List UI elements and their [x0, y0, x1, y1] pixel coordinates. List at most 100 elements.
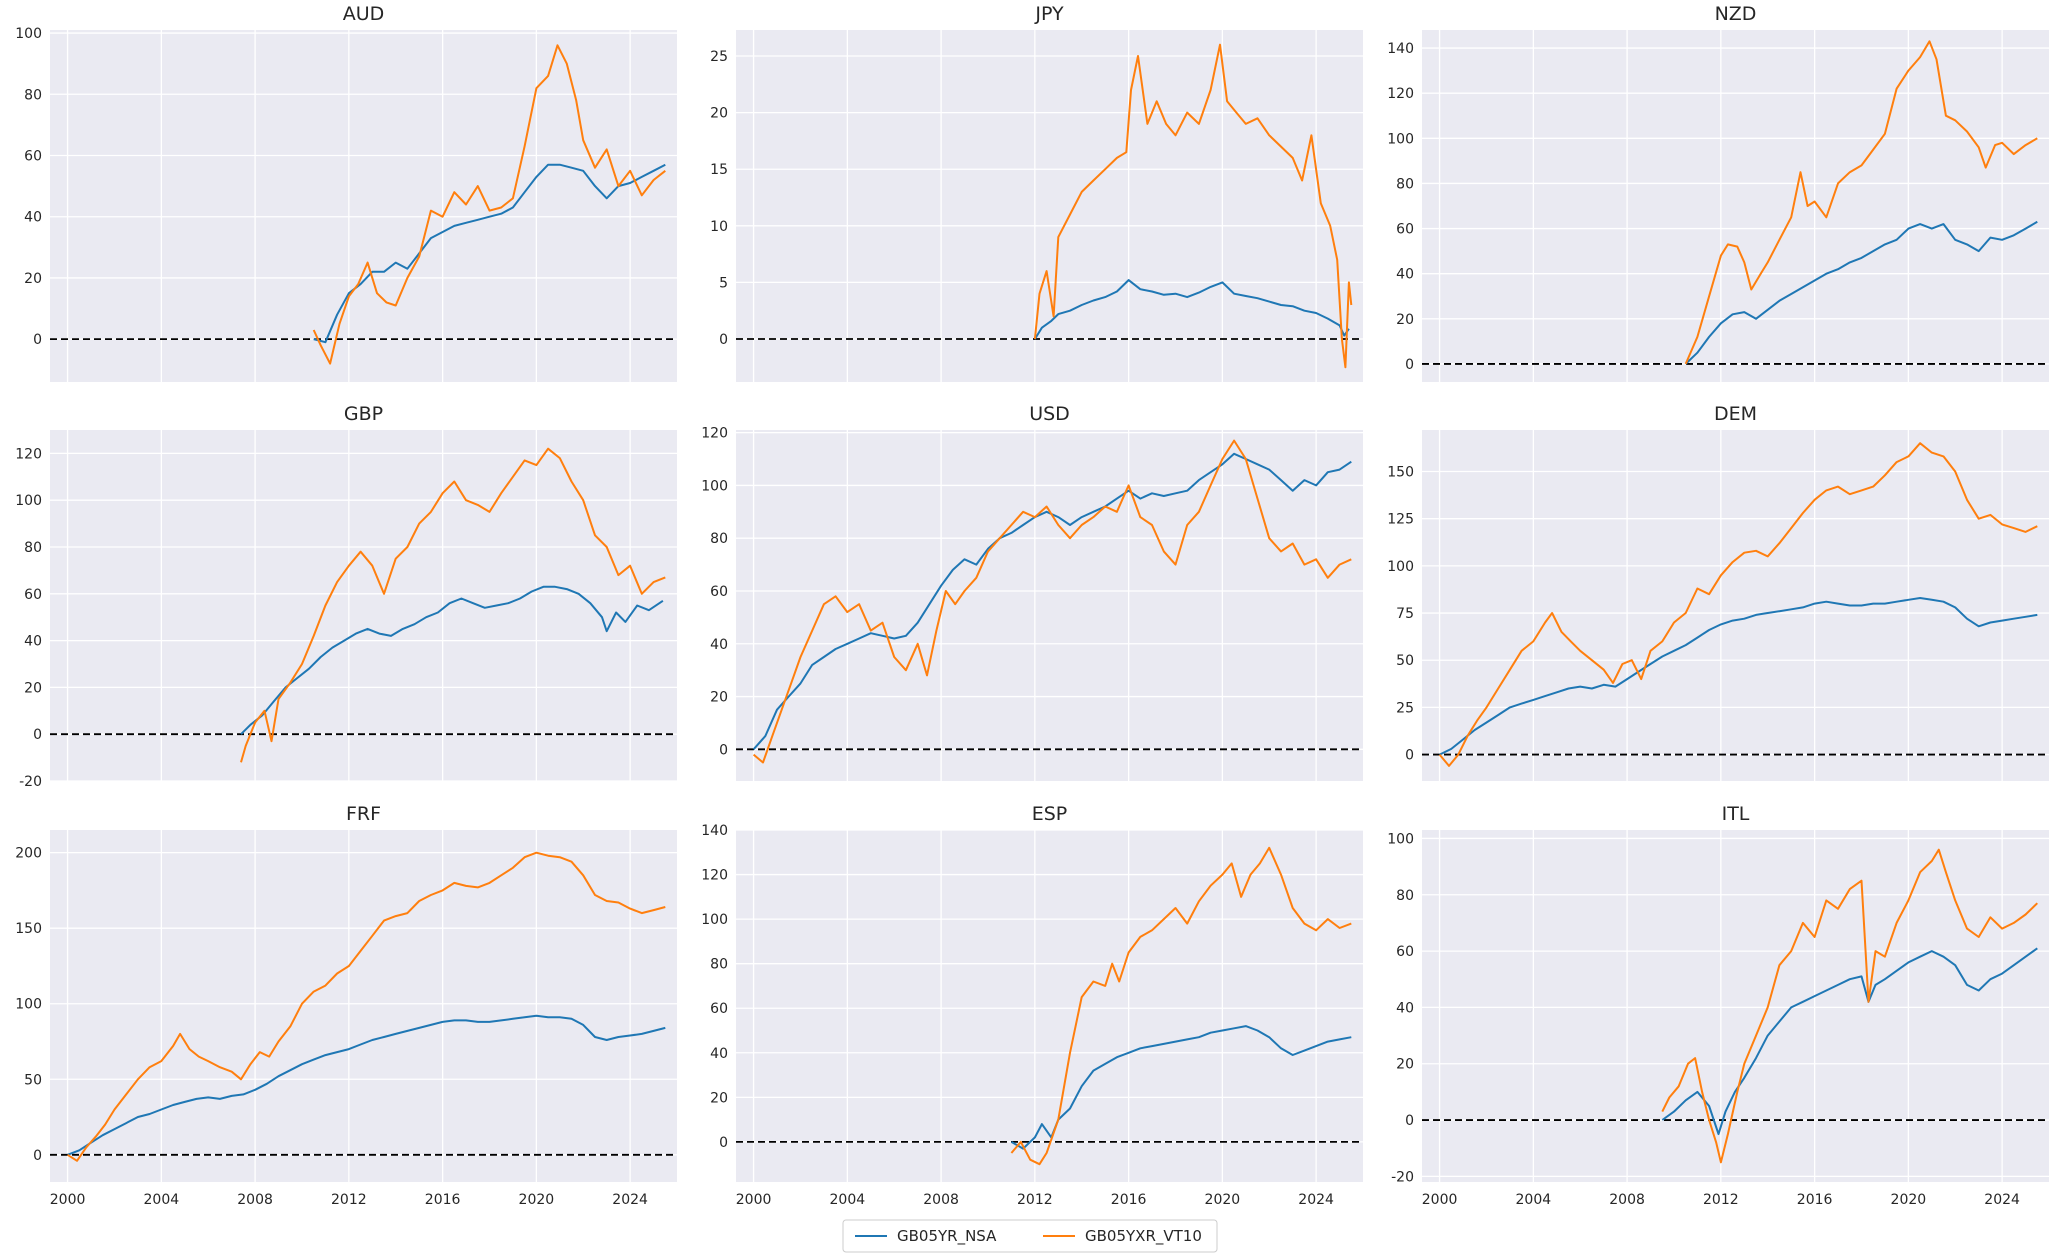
y-tick-label: 150 — [15, 921, 42, 937]
y-tick-label: 60 — [24, 587, 42, 603]
y-tick-label: 0 — [719, 1135, 728, 1151]
y-tick-label: 0 — [1405, 748, 1414, 764]
plot-area — [1422, 430, 2049, 781]
y-tick-label: 60 — [710, 584, 728, 600]
panel-nzd: 0 20 40 60 80 100 120 140 NZD — [1387, 3, 2049, 382]
y-tick-label: 40 — [1396, 267, 1414, 283]
panel-gbp: -20 0 20 40 60 80 100 120 GBP — [15, 403, 677, 790]
series-line-gb05yr-nsa — [1034, 279, 1350, 340]
y-tick-label: 80 — [710, 531, 728, 547]
y-tick-label: 60 — [710, 1001, 728, 1017]
y-tick-label: 25 — [1396, 700, 1414, 716]
y-tick-label: 60 — [1396, 944, 1414, 960]
y-tick-label: 60 — [1396, 222, 1414, 238]
panel-frf: 0 50 100 150 200 2000 2004 2008 2012 2016 2020 2024… — [15, 803, 677, 1208]
x-tick-label: 2020 — [519, 1192, 555, 1208]
y-tick-label: 80 — [24, 540, 42, 556]
series-line-gb05yr-nsa — [240, 585, 664, 735]
x-tick-label: 2008 — [237, 1192, 273, 1208]
series-group — [240, 447, 666, 763]
y-tick-label: 20 — [710, 1090, 728, 1106]
series-line-gb05yxr-vt10 — [1010, 846, 1352, 1166]
y-tick-label: 125 — [1387, 512, 1414, 528]
y-tick-label: 40 — [710, 1046, 728, 1062]
x-tick-label: 2024 — [612, 1192, 648, 1208]
series-line-gb05yr-nsa — [1685, 220, 2038, 365]
x-tick-label: 2024 — [1298, 1192, 1334, 1208]
series-group — [1684, 40, 2038, 365]
y-tick-label: 0 — [719, 742, 728, 758]
x-tick-label: 2016 — [1797, 1192, 1833, 1208]
x-tick-label: 2004 — [144, 1192, 180, 1208]
y-tick-label: 100 — [1387, 131, 1414, 147]
y-tick-label: 100 — [701, 912, 728, 928]
plot-area — [736, 30, 1363, 382]
series-line-gb05yr-nsa — [313, 163, 666, 344]
y-tick-label: -20 — [1391, 1169, 1414, 1185]
y-tick-label: 20 — [1396, 312, 1414, 328]
y-tick-label: 60 — [24, 148, 42, 164]
y-tick-label: 20 — [24, 680, 42, 696]
legend-box — [842, 1219, 1218, 1253]
panel-title: ESP — [1032, 803, 1068, 825]
series-group — [1438, 442, 2038, 767]
y-tick-label: 20 — [1396, 1057, 1414, 1073]
x-tick-label: 2000 — [736, 1192, 772, 1208]
x-tick-label: 2024 — [1984, 1192, 2020, 1208]
x-tick-label: 2004 — [1516, 1192, 1552, 1208]
y-tick-label: 20 — [710, 106, 728, 122]
y-tick-label: 100 — [15, 997, 42, 1013]
y-tick-label: 0 — [33, 1148, 42, 1164]
y-tick-label: 10 — [710, 219, 728, 235]
series-line-gb05yxr-vt10 — [312, 44, 666, 365]
x-tick-label: 2020 — [1205, 1192, 1241, 1208]
panel-title: NZD — [1715, 3, 1757, 25]
y-tick-label: 100 — [1387, 831, 1414, 847]
y-tick-label: 100 — [701, 478, 728, 494]
series-group — [1033, 43, 1353, 369]
panel-title: FRF — [346, 803, 381, 825]
x-tick-label: 2012 — [331, 1192, 367, 1208]
y-tick-label: 20 — [710, 690, 728, 706]
y-tick-label: 120 — [701, 426, 728, 442]
y-tick-label: 0 — [33, 727, 42, 743]
series-line-gb05yxr-vt10 — [752, 439, 1352, 764]
x-tick-label: 2020 — [1891, 1192, 1927, 1208]
series-group — [752, 439, 1352, 764]
y-tick-label: 40 — [24, 210, 42, 226]
series-group — [67, 851, 666, 1162]
y-tick-label: 75 — [1396, 606, 1414, 622]
x-tick-label: 2004 — [830, 1192, 866, 1208]
panel-esp: 0 20 40 60 80 100 120 140 2000 2004 2008 2012 2016 20… — [701, 803, 1363, 1208]
y-tick-label: 100 — [1387, 559, 1414, 575]
series-line-gb05yxr-vt10 — [1661, 848, 2038, 1164]
y-tick-label: 0 — [1405, 357, 1414, 373]
panel-title: AUD — [343, 3, 385, 25]
y-tick-label: 80 — [1396, 888, 1414, 904]
y-tick-label: 80 — [710, 957, 728, 973]
x-tick-label: 2016 — [1111, 1192, 1147, 1208]
y-tick-label: -20 — [19, 774, 42, 790]
y-tick-label: 15 — [710, 162, 728, 178]
y-tick-label: 50 — [24, 1072, 42, 1088]
series-line-gb05yxr-vt10 — [240, 447, 666, 763]
plot-area — [736, 430, 1363, 781]
y-tick-label: 200 — [15, 846, 42, 862]
panel-usd: 0 20 40 60 80 100 120 USD — [701, 403, 1363, 781]
series-line-gb05yxr-vt10 — [1684, 40, 2038, 365]
plot-area — [736, 830, 1363, 1182]
x-tick-label: 2008 — [923, 1192, 959, 1208]
x-tick-label: 2008 — [1609, 1192, 1645, 1208]
series-line-gb05yr-nsa — [1661, 947, 2038, 1136]
series-group — [1010, 846, 1352, 1166]
x-tick-label: 2000 — [1422, 1192, 1458, 1208]
y-tick-label: 50 — [1396, 653, 1414, 669]
legend-label: GB05YXR_VT10 — [1085, 1227, 1202, 1246]
y-tick-label: 25 — [710, 49, 728, 65]
series-line-gb05yr-nsa — [1439, 597, 2038, 756]
y-tick-label: 120 — [701, 868, 728, 884]
y-tick-label: 40 — [710, 637, 728, 653]
series-line-gb05yr-nsa — [67, 1014, 666, 1156]
plot-area — [50, 830, 677, 1182]
